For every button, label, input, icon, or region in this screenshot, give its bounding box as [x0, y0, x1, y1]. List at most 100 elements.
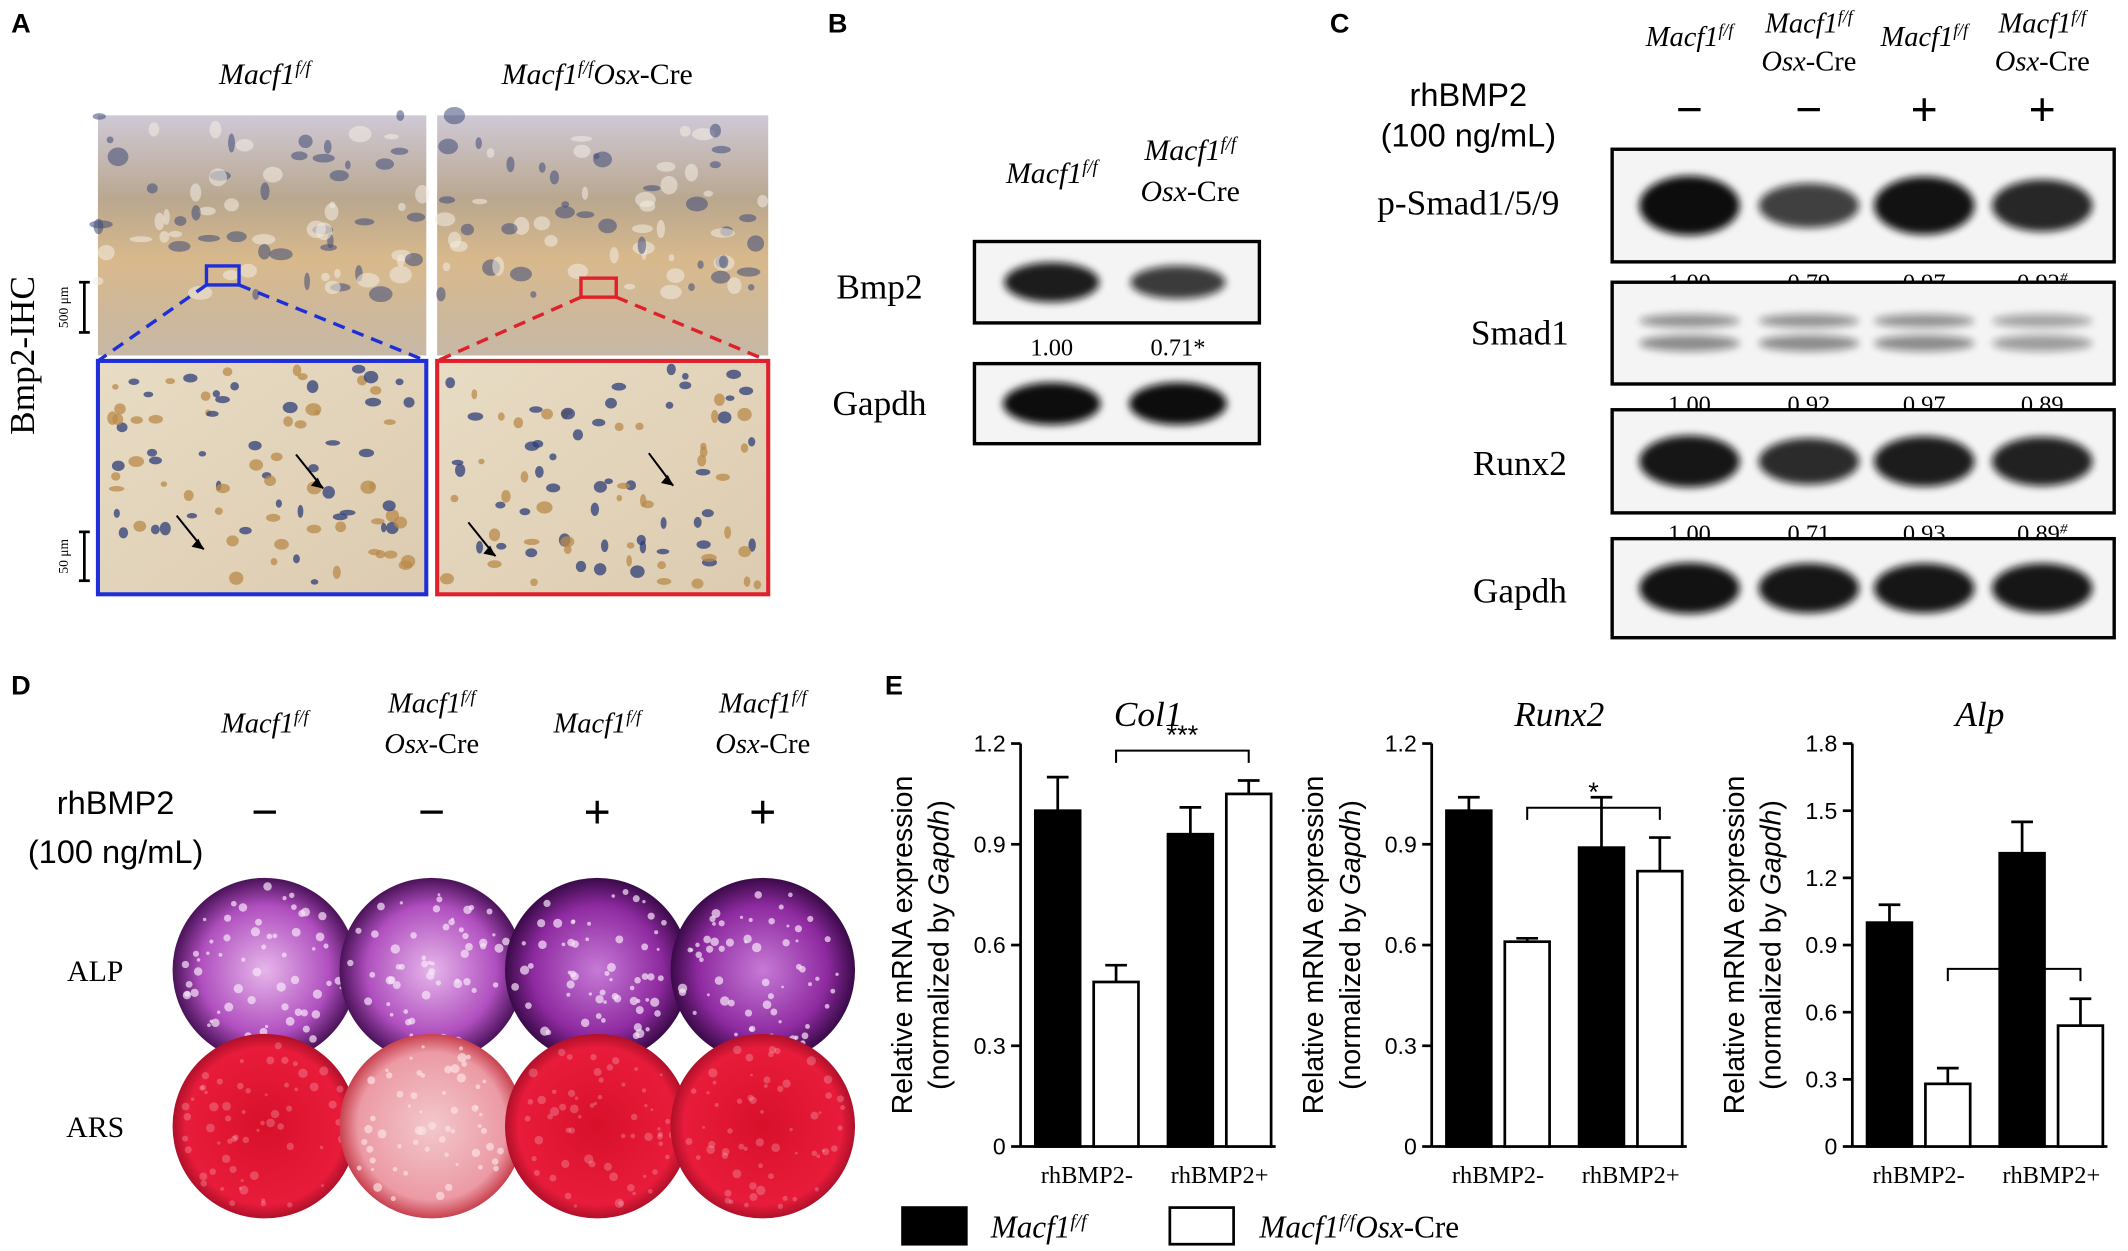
- text-run: -Cre: [1806, 47, 1857, 78]
- tissue-texture: [486, 147, 495, 158]
- tissue-texture: [573, 144, 591, 158]
- x-tick-label: rhBMP2-: [1873, 1162, 1965, 1189]
- stain-speck: [570, 919, 576, 925]
- stain-speck: [692, 1010, 697, 1016]
- stain-speck: [390, 1196, 396, 1202]
- stain-speck: [233, 984, 243, 994]
- cell: [116, 422, 128, 433]
- cell: [339, 509, 356, 516]
- tissue-texture: [345, 160, 351, 170]
- stain-speck: [281, 952, 287, 958]
- stain-speck: [706, 1145, 715, 1154]
- stain-speck: [444, 1125, 451, 1132]
- stain-speck: [479, 938, 488, 947]
- stain-speck: [543, 899, 551, 908]
- stain-speck: [712, 1080, 717, 1085]
- stain-speck: [588, 992, 592, 996]
- text-run: Macf1: [990, 1209, 1071, 1244]
- stain-speck: [714, 1102, 719, 1108]
- cell: [497, 412, 505, 421]
- stain-speck: [200, 1084, 207, 1091]
- cell: [270, 452, 283, 462]
- text-run: Osx: [593, 58, 640, 91]
- stain-speck: [814, 1187, 819, 1192]
- stain-speck: [566, 980, 575, 989]
- stain-speck: [230, 900, 237, 907]
- stain-speck: [190, 988, 199, 997]
- stain-speck: [519, 965, 530, 975]
- cell: [451, 459, 464, 466]
- y-tick-label: 1.8: [1805, 731, 1837, 757]
- cell: [501, 489, 511, 503]
- stain-speck: [622, 888, 629, 895]
- tissue-texture: [384, 133, 399, 140]
- stain-speck: [629, 996, 638, 1006]
- stain-speck: [815, 976, 820, 981]
- stain-speck: [630, 1113, 638, 1121]
- panel-letter: B: [828, 8, 848, 39]
- stain-speck: [566, 1054, 573, 1060]
- tissue-texture: [312, 153, 335, 163]
- cell: [112, 413, 124, 426]
- stain-speck: [806, 1056, 817, 1066]
- stain-speck: [823, 1075, 833, 1084]
- cell: [198, 451, 207, 457]
- cell: [111, 460, 125, 472]
- stain-speck: [568, 1127, 576, 1134]
- arrowhead: [661, 474, 674, 486]
- stain-speck: [287, 1202, 293, 1208]
- stain-speck: [202, 917, 207, 922]
- cell: [513, 417, 524, 429]
- tissue-texture: [406, 212, 426, 222]
- tissue-texture: [747, 284, 755, 291]
- stain-speck: [749, 1096, 757, 1104]
- y-axis-label: Relative mRNA expression: [1719, 776, 1751, 1115]
- stain-speck: [719, 996, 730, 1006]
- cell: [363, 370, 379, 384]
- panel-letter: D: [11, 670, 31, 701]
- stain-speck: [524, 1115, 531, 1122]
- stain-speck: [578, 1114, 582, 1119]
- tissue-texture: [190, 183, 202, 202]
- cell: [724, 526, 732, 539]
- cell: [693, 516, 702, 528]
- stain-speck: [642, 900, 646, 904]
- stain-speck: [658, 1141, 664, 1147]
- stain-speck: [389, 1012, 394, 1017]
- y-tick-label: 0.3: [974, 1033, 1006, 1059]
- stain-speck: [645, 997, 650, 1002]
- stain-speck: [770, 1008, 778, 1016]
- stain-speck: [767, 993, 774, 1000]
- text-run: Macf1: [501, 58, 578, 91]
- stain-speck: [644, 1132, 653, 1142]
- cell: [697, 454, 707, 467]
- stain-speck: [706, 993, 710, 997]
- stain-speck: [747, 1094, 754, 1102]
- stain-speck: [419, 1110, 423, 1114]
- tissue-texture: [506, 156, 515, 173]
- scale-bar-label: 50 μm: [56, 538, 71, 573]
- stain-speck: [587, 921, 592, 926]
- stain-speck: [600, 1018, 606, 1023]
- cell: [332, 565, 341, 579]
- text-run: -Cre: [640, 58, 693, 91]
- stain-speck: [590, 1053, 597, 1061]
- cell: [699, 446, 708, 458]
- stain-speck: [428, 1122, 437, 1130]
- stain-speck: [193, 967, 203, 976]
- stain-speck: [497, 1147, 504, 1155]
- stain-speck: [209, 1102, 219, 1112]
- cell: [383, 550, 398, 559]
- tissue-texture: [368, 286, 393, 303]
- tissue-texture: [304, 272, 310, 291]
- stain-speck: [277, 1123, 285, 1130]
- stain-speck: [569, 970, 577, 978]
- cell: [666, 363, 676, 376]
- column-header: Osx-Cre: [1995, 47, 2090, 78]
- stain-speck: [181, 960, 190, 969]
- tissue-texture: [324, 280, 341, 295]
- tissue-texture: [321, 272, 330, 282]
- stain-speck: [284, 1082, 290, 1088]
- stain-speck: [209, 1019, 213, 1023]
- cell: [529, 406, 543, 413]
